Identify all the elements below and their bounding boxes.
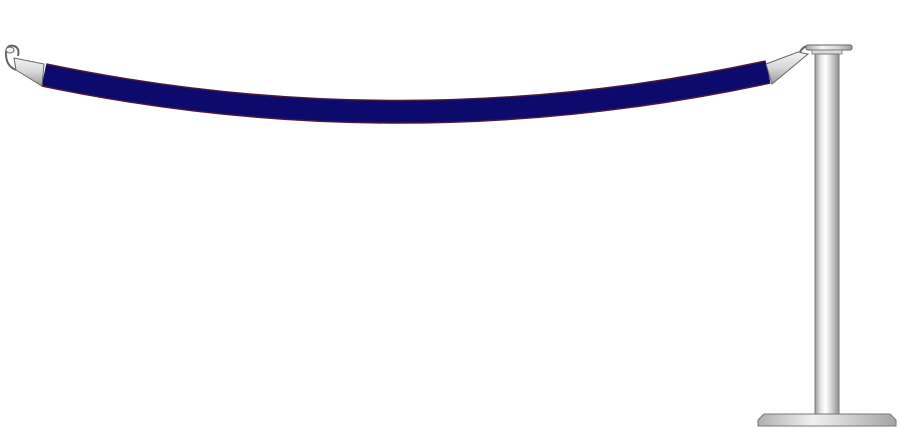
stanchion-base: [757, 413, 897, 427]
left-rope-end-hook: [4, 44, 45, 87]
velvet-rope: [41, 60, 771, 124]
right-rope-end-hook: [765, 44, 817, 85]
stanchion-top-cap: [805, 44, 853, 55]
stanchion-post: [814, 53, 840, 419]
